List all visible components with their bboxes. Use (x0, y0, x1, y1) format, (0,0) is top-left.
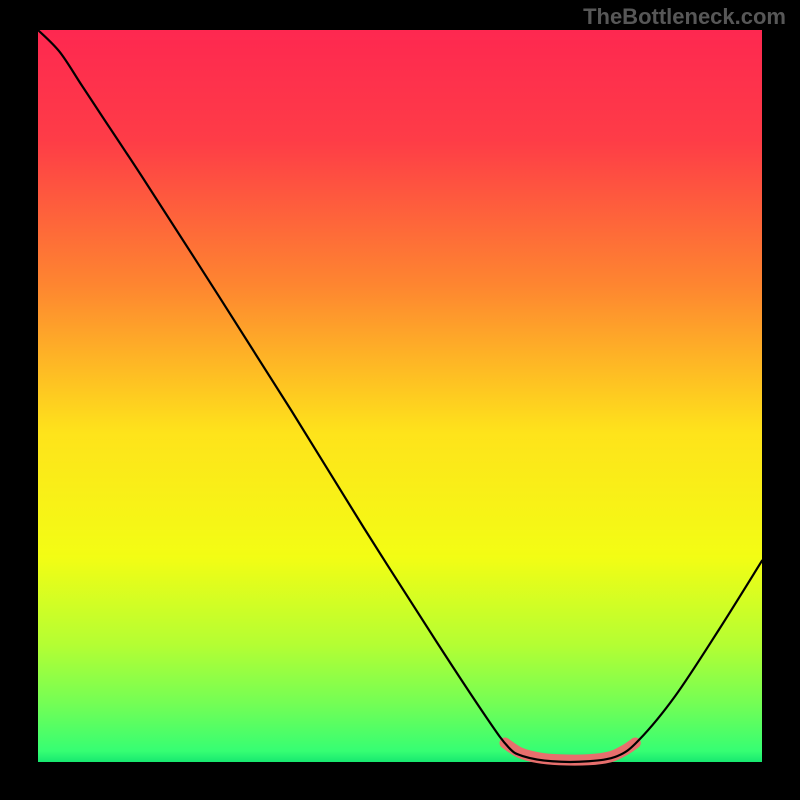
watermark-text: TheBottleneck.com (583, 4, 786, 30)
bottleneck-chart (0, 0, 800, 800)
plot-background (38, 30, 762, 762)
chart-container: TheBottleneck.com (0, 0, 800, 800)
